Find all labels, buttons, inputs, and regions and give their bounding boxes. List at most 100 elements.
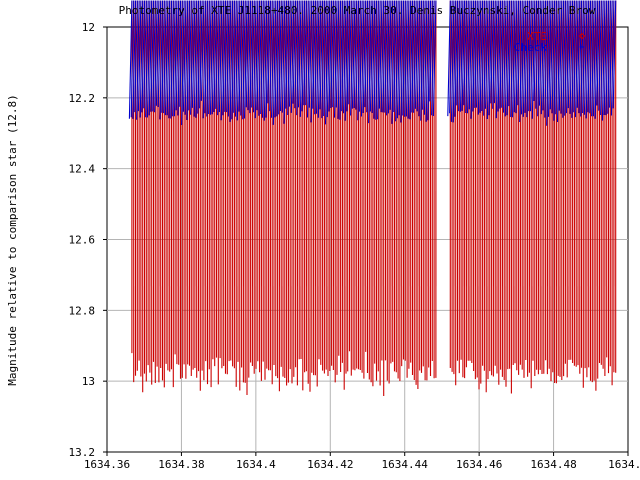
data-point-check xyxy=(413,0,417,113)
data-point-check xyxy=(297,0,302,108)
data-point-check xyxy=(283,0,288,124)
legend-marker-xte xyxy=(578,32,586,40)
data-point-check xyxy=(551,0,556,114)
data-point-check xyxy=(328,0,333,112)
data-point-check xyxy=(396,0,401,119)
data-point-check xyxy=(272,0,277,125)
data-point-check xyxy=(200,0,205,101)
data-point-check xyxy=(587,0,592,113)
data-point-check xyxy=(202,0,207,119)
data-point-check xyxy=(182,0,187,112)
data-point-check xyxy=(136,0,140,120)
data-point-check xyxy=(301,0,306,112)
data-point-check xyxy=(217,0,221,116)
data-point-check xyxy=(247,0,252,111)
y-tick-label: 12.6 xyxy=(69,234,96,247)
data-point-check xyxy=(227,0,232,117)
data-point-check xyxy=(592,0,597,117)
data-point-check xyxy=(213,0,218,113)
data-point-check xyxy=(449,0,453,114)
data-point-check xyxy=(506,0,511,116)
data-point-check xyxy=(335,0,340,108)
data-point-check xyxy=(172,0,176,117)
data-point-check xyxy=(287,0,291,116)
data-point-check xyxy=(567,0,572,109)
data-point-check xyxy=(470,0,475,119)
data-point-check xyxy=(483,0,487,116)
data-point-check xyxy=(195,0,200,118)
data-point-check xyxy=(601,0,606,121)
data-point-check xyxy=(332,0,336,108)
data-point-check xyxy=(564,0,568,116)
data-point-check xyxy=(263,0,268,121)
data-point-check xyxy=(339,0,343,120)
data-point-check xyxy=(589,0,593,114)
data-point-check xyxy=(181,0,185,126)
data-point-check xyxy=(546,0,550,126)
data-point-check xyxy=(609,0,613,108)
data-point-check xyxy=(409,0,414,120)
data-point-check xyxy=(605,0,610,116)
data-point-check xyxy=(146,0,151,118)
data-point-check xyxy=(528,0,532,112)
data-point-check xyxy=(190,0,194,115)
data-point-check xyxy=(562,0,566,118)
data-point-check xyxy=(547,0,552,117)
data-point-check xyxy=(411,0,415,113)
data-point-check xyxy=(256,0,261,111)
y-tick-label: 13.2 xyxy=(69,446,96,459)
data-point-check xyxy=(310,0,315,123)
data-point-check xyxy=(472,0,476,112)
data-point-check xyxy=(493,0,498,104)
data-point-check xyxy=(422,0,426,110)
data-point-check xyxy=(465,0,469,114)
data-point-check xyxy=(128,0,133,119)
data-point-check xyxy=(240,0,244,116)
data-point-check xyxy=(400,0,405,123)
data-point-check xyxy=(429,0,433,102)
data-point-check xyxy=(459,0,464,112)
data-point-check xyxy=(222,0,227,116)
data-point-check xyxy=(542,0,547,111)
data-point-check xyxy=(346,0,351,112)
data-point-check xyxy=(337,0,342,119)
data-point-check xyxy=(141,0,146,113)
data-point-check xyxy=(166,0,171,116)
x-tick-label: 1634.36 xyxy=(84,458,130,471)
data-point-check xyxy=(236,0,241,121)
data-point-check xyxy=(215,0,219,109)
data-point-check xyxy=(155,0,160,106)
data-point-check xyxy=(348,0,352,105)
data-point-check xyxy=(252,0,257,113)
y-tick-label: 12.8 xyxy=(69,304,96,317)
data-point-check xyxy=(425,0,430,122)
data-point-check xyxy=(420,0,424,121)
data-point-check xyxy=(261,0,266,118)
legend-label-xte: XTE xyxy=(527,30,547,43)
data-point-check xyxy=(175,0,180,111)
data-point-check xyxy=(555,0,559,115)
data-point-check xyxy=(466,0,471,114)
data-point-check xyxy=(508,0,512,107)
data-point-check xyxy=(245,0,250,108)
data-point-check xyxy=(569,0,574,114)
data-point-check xyxy=(330,0,334,109)
data-point-check xyxy=(456,0,460,106)
data-point-check xyxy=(360,0,365,117)
data-point-check xyxy=(177,0,182,116)
data-point-check xyxy=(362,0,367,114)
data-point-check xyxy=(150,0,155,112)
legend-marker-check xyxy=(579,44,585,50)
data-point-check xyxy=(139,0,144,118)
data-point-check xyxy=(276,0,280,117)
data-point-check xyxy=(152,0,156,112)
data-point-check xyxy=(375,0,379,120)
data-point-check xyxy=(368,0,372,124)
data-point-check xyxy=(596,0,601,106)
data-point-check xyxy=(395,0,399,122)
data-point-check xyxy=(393,0,397,113)
data-point-check xyxy=(137,0,142,112)
data-point-check xyxy=(414,0,419,109)
data-point-check xyxy=(292,0,297,104)
data-point-check xyxy=(229,0,234,122)
